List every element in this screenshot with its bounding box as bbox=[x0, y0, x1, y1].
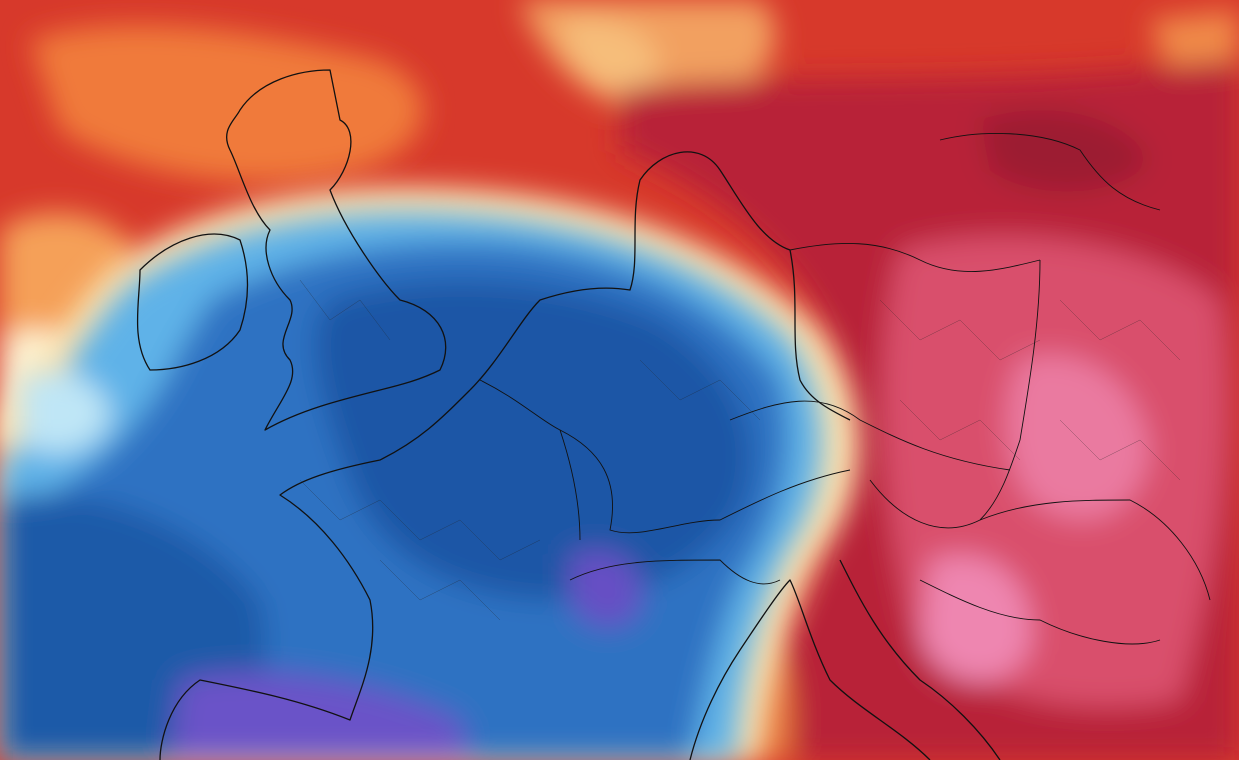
coast bbox=[689, 579, 931, 760]
coast bbox=[159, 389, 471, 760]
region bbox=[299, 279, 1181, 621]
map-shape bbox=[560, 18, 658, 97]
map-shape bbox=[170, 672, 470, 760]
border bbox=[919, 579, 1161, 645]
coast bbox=[839, 559, 1001, 760]
coast bbox=[225, 69, 447, 431]
map-shape bbox=[30, 25, 424, 183]
map-shape bbox=[315, 281, 752, 600]
map-shape bbox=[980, 110, 1150, 192]
coast bbox=[136, 233, 249, 371]
country-borders bbox=[299, 133, 1211, 645]
border bbox=[789, 242, 1041, 272]
border bbox=[479, 379, 581, 541]
map-shape bbox=[570, 550, 642, 629]
border bbox=[939, 133, 1161, 211]
map-shape bbox=[1006, 354, 1150, 521]
border bbox=[979, 259, 1041, 521]
border bbox=[869, 479, 1211, 601]
map-shape bbox=[20, 372, 110, 454]
border bbox=[559, 429, 851, 534]
coastlines bbox=[136, 69, 1001, 760]
border bbox=[569, 559, 781, 585]
border bbox=[729, 400, 1011, 471]
coast bbox=[469, 151, 851, 421]
map-shape bbox=[920, 554, 1032, 683]
cold-field bbox=[0, 212, 822, 760]
